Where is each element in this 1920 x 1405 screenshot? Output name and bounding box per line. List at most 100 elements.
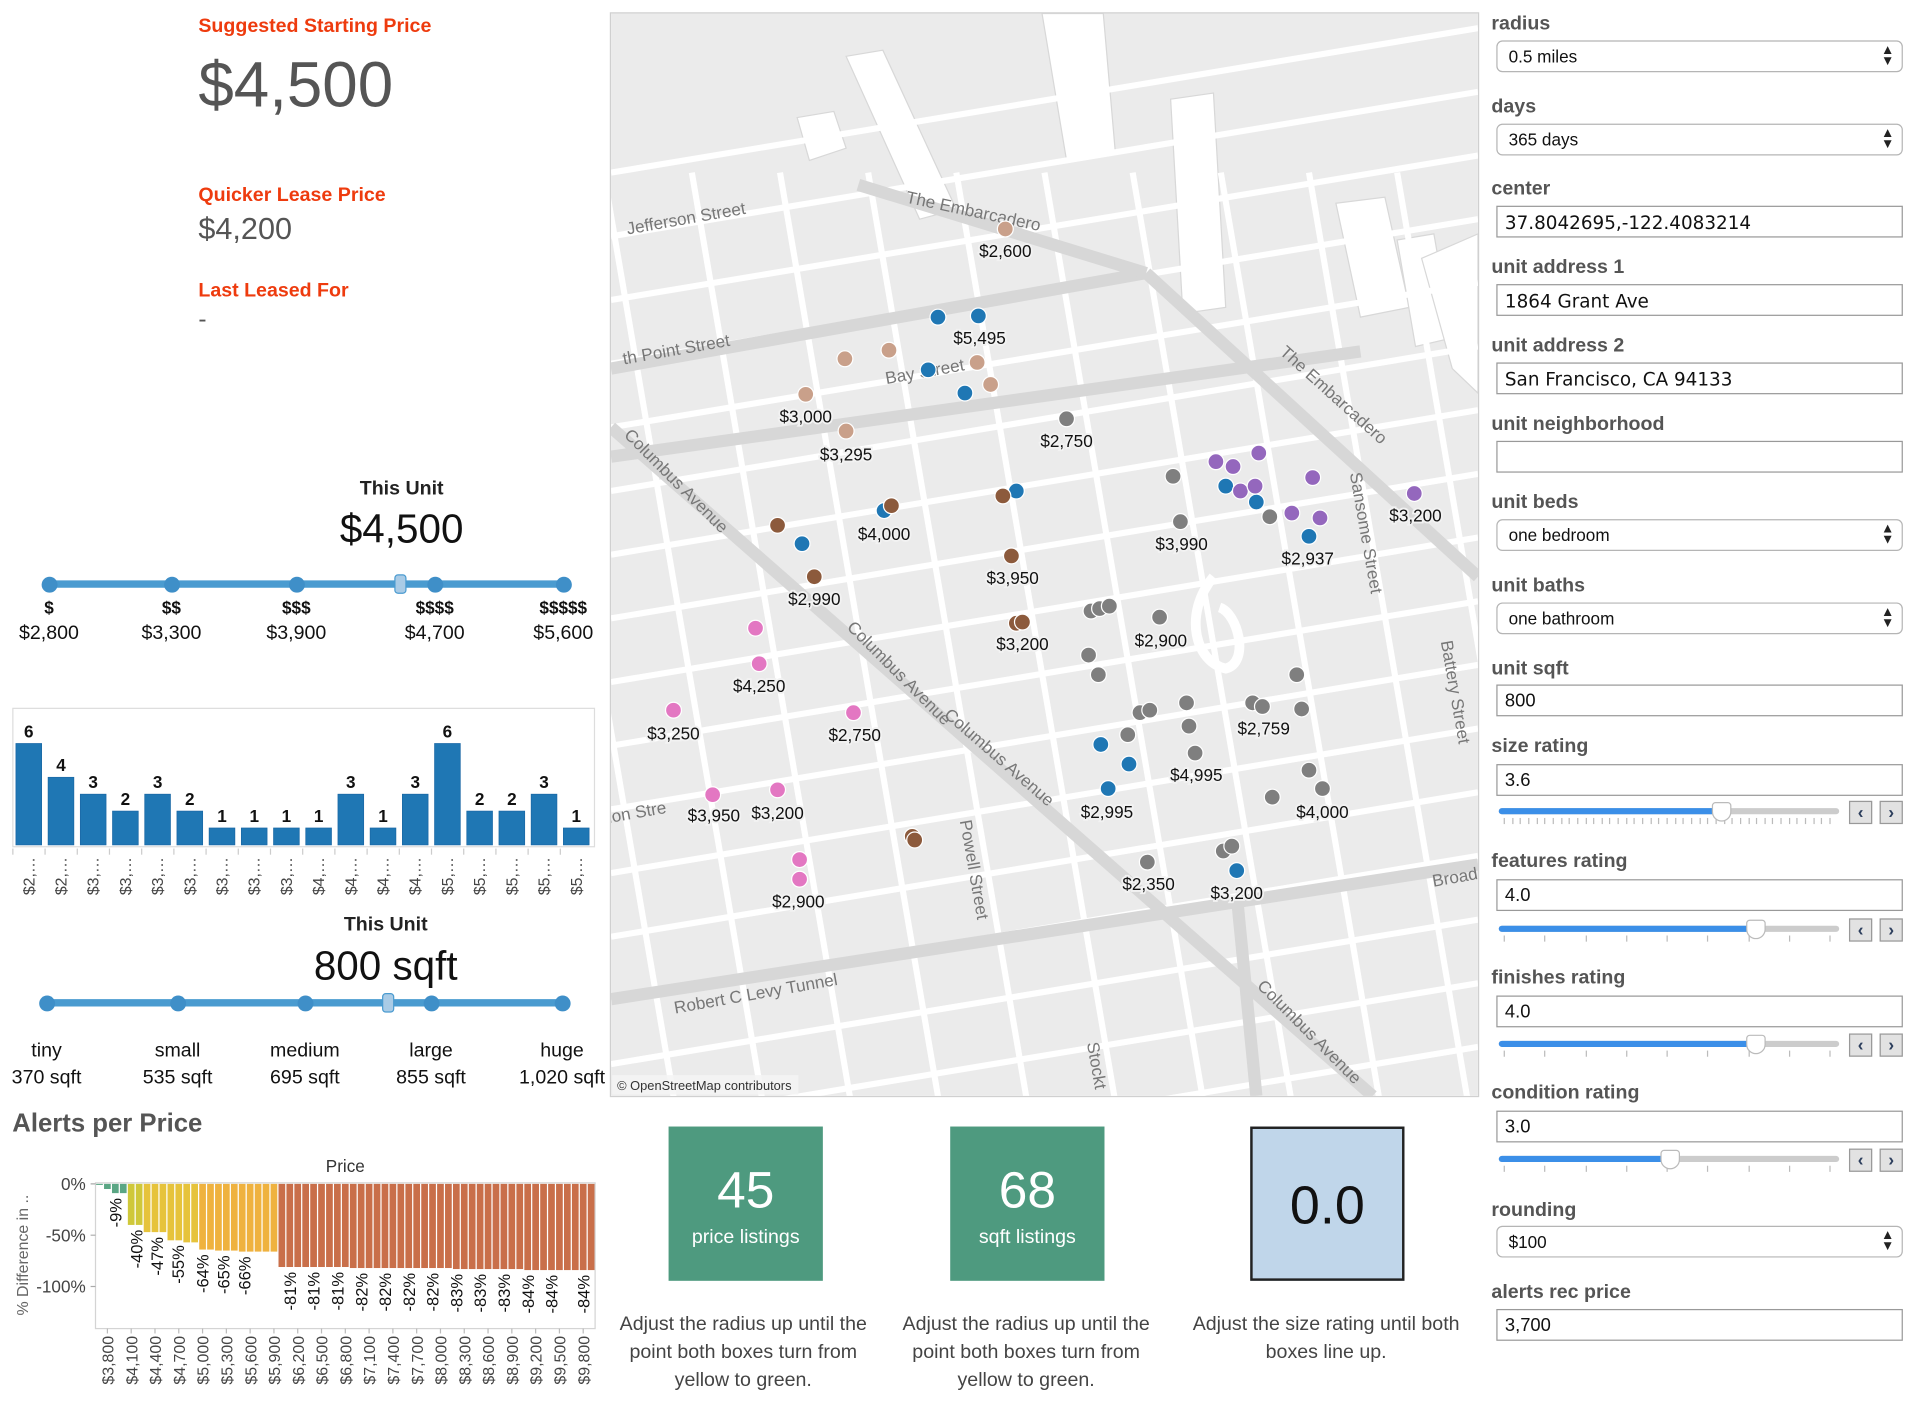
listing-marker[interactable] <box>805 568 823 586</box>
listing-marker[interactable] <box>837 422 855 440</box>
listing-marker[interactable] <box>1293 700 1311 718</box>
listing-marker[interactable] <box>956 384 974 402</box>
slider-handle[interactable] <box>1711 802 1732 822</box>
days-select[interactable]: 365 days ▲ ▼ <box>1496 123 1903 156</box>
features-rating-input[interactable]: 4.0 <box>1496 879 1903 912</box>
listing-marker[interactable] <box>1313 780 1332 798</box>
features-rating-decrement-button[interactable]: ‹ <box>1848 918 1873 942</box>
neighborhood-input[interactable] <box>1496 440 1903 473</box>
listing-marker[interactable] <box>919 361 937 379</box>
listing-marker[interactable] <box>1080 646 1098 664</box>
listing-marker[interactable] <box>1288 666 1306 684</box>
listing-marker[interactable] <box>968 353 986 372</box>
size-rating-increment-button[interactable]: › <box>1879 800 1903 825</box>
slider-fill <box>1498 808 1721 815</box>
finishes-rating-slider[interactable] <box>1498 1034 1840 1068</box>
listing-marker[interactable] <box>768 781 787 799</box>
listing-marker[interactable] <box>1100 597 1118 615</box>
features-rating-slider[interactable] <box>1498 919 1840 953</box>
slider-handle[interactable] <box>1745 1034 1766 1055</box>
size-rating-input[interactable]: 3.6 <box>1496 764 1903 796</box>
condition-rating-increment-button[interactable]: › <box>1879 1148 1903 1172</box>
listing-marker[interactable] <box>1013 613 1032 631</box>
listing-marker[interactable] <box>1228 862 1246 880</box>
baths-select[interactable]: one bathroom ▲ ▼ <box>1496 602 1903 635</box>
listing-marker[interactable] <box>1120 755 1138 773</box>
listing-marker[interactable] <box>836 350 854 368</box>
listing-marker[interactable] <box>1223 837 1241 855</box>
listing-marker[interactable] <box>1092 735 1110 754</box>
listing-marker[interactable] <box>1177 694 1196 712</box>
finishes-rating-increment-button[interactable]: › <box>1879 1033 1903 1057</box>
listing-marker[interactable] <box>1405 484 1423 503</box>
listing-marker[interactable] <box>746 619 765 637</box>
listing-marker[interactable] <box>996 220 1014 238</box>
listing-marker[interactable] <box>793 535 811 553</box>
listing-marker[interactable] <box>1247 493 1265 511</box>
listing-marker[interactable] <box>1300 761 1318 779</box>
slider-handle[interactable] <box>1745 919 1766 940</box>
listing-marker[interactable] <box>1171 513 1189 531</box>
listing-marker[interactable] <box>1263 788 1281 806</box>
condition-rating-slider[interactable] <box>1498 1149 1840 1183</box>
sqft-input[interactable]: 800 <box>1496 684 1903 717</box>
listing-marker[interactable] <box>1138 853 1156 871</box>
listing-marker[interactable] <box>664 701 683 719</box>
size-rating-slider[interactable] <box>1498 802 1840 835</box>
address1-input[interactable]: 1864 Grant Ave <box>1496 284 1903 316</box>
listing-marker[interactable] <box>1186 744 1204 762</box>
condition-rating-input[interactable]: 3.0 <box>1496 1110 1903 1143</box>
listing-marker[interactable] <box>704 786 722 804</box>
listing-marker[interactable] <box>1261 508 1279 526</box>
listing-marker[interactable] <box>797 385 815 403</box>
listing-marker[interactable] <box>1250 444 1268 462</box>
rounding-select[interactable]: $100 ▲ ▼ <box>1496 1225 1903 1258</box>
listing-marker[interactable] <box>1246 477 1264 495</box>
listing-marker[interactable] <box>1119 726 1137 744</box>
listing-marker[interactable] <box>1207 453 1225 471</box>
listing-marker[interactable] <box>1300 527 1318 545</box>
listing-marker[interactable] <box>791 851 809 869</box>
listing-marker[interactable] <box>1164 467 1182 485</box>
listing-marker[interactable] <box>1231 482 1249 500</box>
listing-marker[interactable] <box>880 341 898 359</box>
listing-marker[interactable] <box>1217 477 1235 495</box>
condition-rating-decrement-button[interactable]: ‹ <box>1848 1148 1873 1172</box>
listing-marker[interactable] <box>1141 701 1159 719</box>
listing-marker[interactable] <box>1099 780 1117 798</box>
listing-marker[interactable] <box>1089 666 1107 684</box>
listing-marker[interactable] <box>768 516 787 534</box>
radius-select[interactable]: 0.5 miles ▲ ▼ <box>1496 40 1903 73</box>
listing-marker[interactable] <box>791 870 809 888</box>
address2-input[interactable]: San Francisco, CA 94133 <box>1496 362 1903 395</box>
finishes-rating-input[interactable]: 4.0 <box>1496 995 1903 1028</box>
listing-marker[interactable] <box>1253 697 1272 716</box>
listing-marker[interactable] <box>1002 547 1021 565</box>
listing-marker[interactable] <box>1283 504 1301 522</box>
slider-tick <box>1503 817 1505 825</box>
listing-marker[interactable] <box>929 308 947 326</box>
alerts-rec-price-input[interactable]: 3,700 <box>1496 1308 1903 1341</box>
listing-marker[interactable] <box>1180 717 1198 735</box>
size-rating-decrement-button[interactable]: ‹ <box>1848 800 1873 825</box>
listing-marker[interactable] <box>1224 457 1242 476</box>
listing-marker[interactable] <box>1311 509 1329 527</box>
map-attribution[interactable]: © OpenStreetMap contributors <box>617 1078 791 1093</box>
listing-marker[interactable] <box>1304 468 1322 487</box>
price-tier-price: $4,700 <box>404 623 465 645</box>
listing-marker[interactable] <box>982 375 1000 394</box>
listing-marker[interactable] <box>844 704 863 722</box>
listing-marker[interactable] <box>882 497 901 515</box>
features-rating-increment-button[interactable]: › <box>1879 918 1903 942</box>
slider-handle[interactable] <box>1660 1149 1681 1170</box>
finishes-rating-decrement-button[interactable]: ‹ <box>1848 1033 1873 1057</box>
beds-select[interactable]: one bedroom ▲ ▼ <box>1496 519 1903 552</box>
listing-marker[interactable] <box>1151 608 1169 626</box>
listing-marker[interactable] <box>906 831 924 849</box>
listing-marker[interactable] <box>969 307 987 325</box>
listing-marker[interactable] <box>750 655 768 673</box>
listing-marker[interactable] <box>1057 410 1076 428</box>
center-input[interactable]: 37.8042695,-122.4083214 <box>1496 205 1903 238</box>
listing-marker[interactable] <box>994 487 1012 505</box>
